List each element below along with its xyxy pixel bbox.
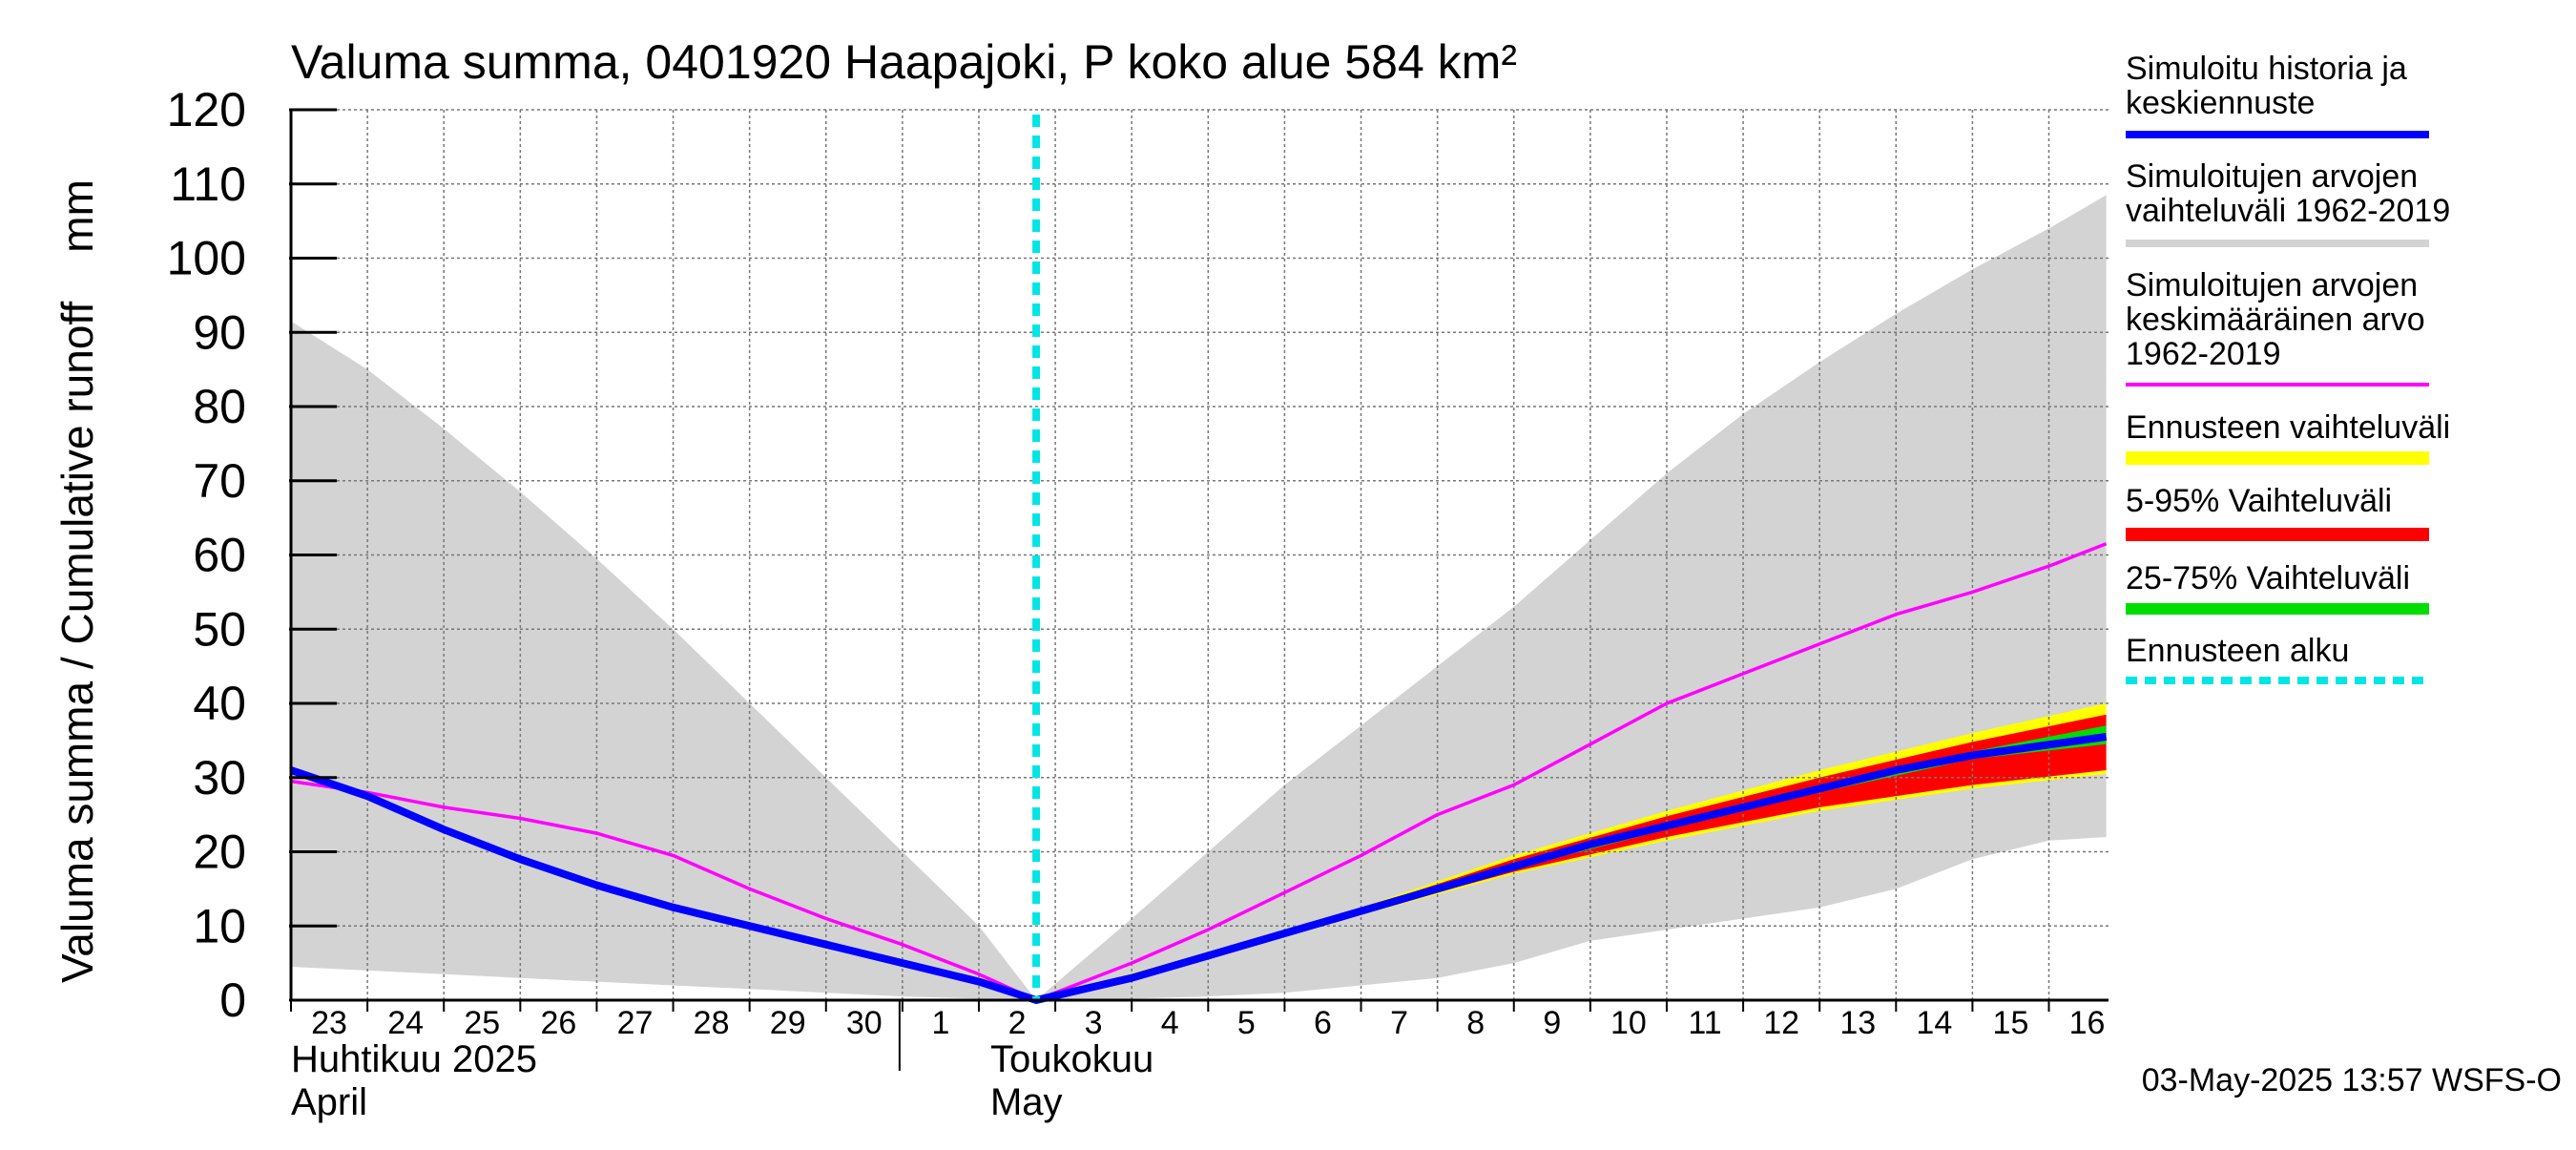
- x-tick-label: 15: [1993, 1005, 2029, 1041]
- series-line-mean: [290, 542, 2108, 1002]
- month-label-fi: Toukokuu: [990, 1038, 1153, 1080]
- x-tick-label: 24: [387, 1005, 424, 1041]
- x-tick-label: 11: [1688, 1005, 1721, 1041]
- x-tick-label: 16: [2069, 1005, 2106, 1041]
- x-tick-label: 6: [1314, 1005, 1332, 1041]
- y-axis-label: Valuma summa / Cumulative runoff mm: [52, 179, 102, 983]
- x-tick-label: 13: [1839, 1005, 1876, 1041]
- y-tick-label: 40: [193, 677, 246, 730]
- legend-label-p5-95: 5-95% Vaihteluväli: [2126, 483, 2392, 519]
- timestamp-footer: 03-May-2025 13:57 WSFS-O: [2142, 1062, 2562, 1098]
- x-tick-label: 26: [540, 1005, 576, 1041]
- x-tick-label: 5: [1237, 1005, 1256, 1041]
- legend-label-range: Simuloitujen arvojen: [2126, 158, 2418, 195]
- y-tick-label: 60: [193, 529, 246, 582]
- x-tick-label: 30: [846, 1005, 883, 1041]
- x-tick-label: 25: [464, 1005, 500, 1041]
- y-tick-label: 120: [167, 83, 246, 136]
- legend-label-forecast-range: Ennusteen vaihteluväli: [2126, 409, 2450, 446]
- legend-label-p25-75: 25-75% Vaihteluväli: [2126, 560, 2410, 596]
- x-tick-label: 28: [694, 1005, 730, 1041]
- x-tick-label: 7: [1390, 1005, 1408, 1041]
- x-tick-label: 12: [1763, 1005, 1799, 1041]
- x-tick-label: 3: [1085, 1005, 1103, 1041]
- legend-label-mean: 1962-2019: [2126, 336, 2281, 372]
- x-tick-label: 1: [931, 1005, 949, 1041]
- month-label-fi: Huhtikuu 2025: [291, 1038, 537, 1080]
- y-tick-label: 90: [193, 305, 246, 359]
- x-tick-label: 4: [1161, 1005, 1179, 1041]
- legend-label-range: vaihteluväli 1962-2019: [2126, 193, 2450, 229]
- y-tick-label: 50: [193, 602, 246, 656]
- y-tick-label: 110: [170, 157, 246, 211]
- legend-label-forecast-start: Ennusteen alku: [2126, 633, 2349, 669]
- x-tick-label: 9: [1543, 1005, 1561, 1041]
- y-tick-label: 0: [219, 973, 246, 1027]
- y-tick-label: 10: [193, 899, 246, 952]
- band-range: [291, 195, 2107, 1000]
- y-tick-label: 100: [167, 232, 246, 285]
- legend-label-history: Simuloitu historia ja: [2126, 51, 2407, 87]
- x-tick-label: 8: [1466, 1005, 1485, 1041]
- y-tick-label: 30: [193, 751, 246, 805]
- chart-title: Valuma summa, 0401920 Haapajoki, P koko …: [291, 35, 1517, 89]
- x-tick-label: 23: [311, 1005, 347, 1041]
- x-tick-label: 29: [770, 1005, 806, 1041]
- x-tick-label: 10: [1610, 1005, 1647, 1041]
- y-tick-label: 80: [193, 380, 246, 433]
- x-tick-label: 14: [1916, 1005, 1952, 1041]
- series-line-history: [289, 733, 2108, 1004]
- month-label-en: April: [291, 1081, 367, 1123]
- legend-label-mean: Simuloitujen arvojen: [2126, 267, 2418, 303]
- y-tick-label: 70: [193, 454, 246, 508]
- x-tick-label: 27: [617, 1005, 654, 1041]
- legend-label-mean: keskimääräinen arvo: [2126, 302, 2425, 338]
- x-tick-label: 2: [1008, 1005, 1027, 1041]
- month-label-en: May: [990, 1081, 1063, 1123]
- legend-label-history: keskiennuste: [2126, 85, 2315, 121]
- y-tick-label: 20: [193, 826, 246, 879]
